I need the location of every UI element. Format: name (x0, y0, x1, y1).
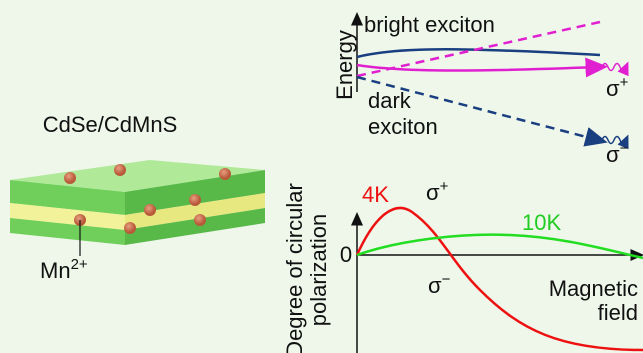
bright-label: bright exciton (364, 12, 495, 37)
dark-label-1: dark (368, 88, 412, 113)
field-label-1: Magnetic (549, 276, 638, 301)
sample-title: CdSe/CdMnS (43, 112, 178, 137)
label-10k: 10K (522, 210, 561, 235)
figure: CdSe/CdMnS Mn2+ Energy bright exciton σ+… (0, 0, 643, 353)
energy-label: Energy (332, 30, 357, 100)
polarization-label-2: polarization (306, 214, 331, 327)
polarization-label-1: Degree of circular (282, 183, 307, 353)
field-label-2: field (598, 300, 638, 325)
label-4k: 4K (362, 182, 389, 207)
dark-label-2: exciton (368, 114, 438, 139)
zero-label: 0 (340, 242, 352, 267)
